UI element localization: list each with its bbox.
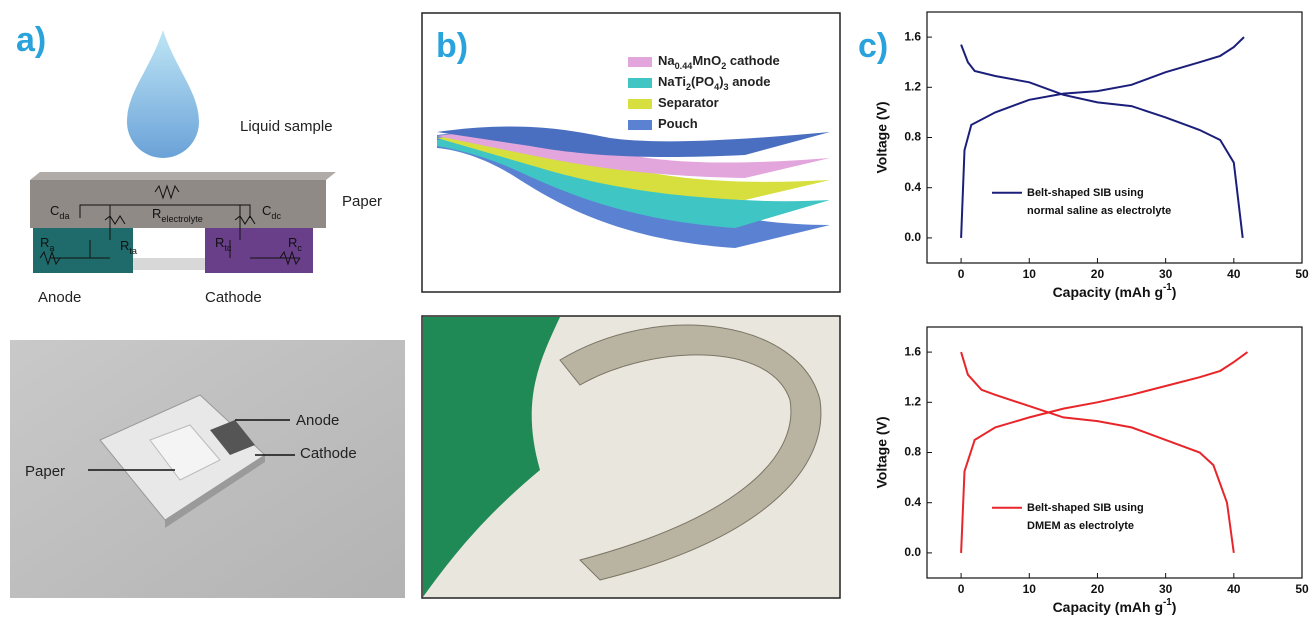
text-part: c <box>297 243 302 253</box>
panel-a-photo <box>10 340 405 598</box>
y-tick-label: 0.4 <box>904 495 921 509</box>
panel-label: b) <box>436 27 468 65</box>
y-axis-label: Voltage (V) <box>874 101 890 173</box>
text-part: R <box>40 235 49 250</box>
panel-label: a) <box>16 21 46 59</box>
text-part: (PO <box>691 74 714 89</box>
panel-label: c) <box>858 27 888 65</box>
text-part: R <box>215 235 224 250</box>
text-part: R <box>288 235 297 250</box>
cathode-label: Cathode <box>205 289 262 306</box>
y-tick-label: 1.2 <box>904 394 921 408</box>
text-part: MnO <box>692 53 721 68</box>
legend-swatch <box>628 78 652 88</box>
text-part: cathode <box>726 53 779 68</box>
paper-label: Paper <box>342 193 382 210</box>
text-part: tc <box>224 243 232 253</box>
photo-cathode-label: Cathode <box>300 445 357 462</box>
x-tick-label: 0 <box>958 582 965 596</box>
y-tick-label: 0.0 <box>904 545 921 559</box>
text-part: electrolyte <box>161 214 202 224</box>
x-tick-label: 30 <box>1159 582 1173 596</box>
text-part: R <box>120 238 129 253</box>
x-tick-label: 40 <box>1227 582 1241 596</box>
photo-paper-label: Paper <box>25 463 65 480</box>
text-part: Capacity (mAh g <box>1053 284 1163 300</box>
text-part: ) <box>1172 284 1177 300</box>
text-part: 0.44 <box>675 61 694 71</box>
paper-top <box>30 172 336 180</box>
text-part: Na <box>658 53 675 68</box>
text-part: ) <box>1172 599 1177 615</box>
x-tick-label: 20 <box>1091 582 1105 596</box>
anode-label: Anode <box>38 289 81 306</box>
text-part: C <box>262 203 271 218</box>
text-part: Separator <box>658 95 719 110</box>
y-axis-label: Voltage (V) <box>874 416 890 488</box>
x-tick-label: 50 <box>1295 582 1309 596</box>
x-tick-label: 10 <box>1023 582 1037 596</box>
y-tick-label: 1.6 <box>904 344 921 358</box>
x-tick-label: 0 <box>958 267 965 281</box>
text-part: da <box>59 211 70 221</box>
x-tick-label: 10 <box>1023 267 1037 281</box>
plot-frame <box>927 12 1302 263</box>
y-tick-label: 0.8 <box>904 130 921 144</box>
legend-label: Separator <box>658 95 719 110</box>
legend-box: Belt-shaped SIB using DMEM as electrolyt… <box>1027 499 1177 539</box>
droplet <box>127 30 199 158</box>
x-tick-label: 40 <box>1227 267 1241 281</box>
legend-label: Belt-shaped SIB using normal saline as e… <box>1027 184 1177 220</box>
x-tick-label: 20 <box>1091 267 1105 281</box>
x-tick-label: 30 <box>1159 267 1173 281</box>
text-part: dc <box>271 211 281 221</box>
legend-box: Belt-shaped SIB using normal saline as e… <box>1027 184 1177 224</box>
gap <box>133 258 205 270</box>
legend-swatch <box>628 120 652 130</box>
legend-label: Belt-shaped SIB using DMEM as electrolyt… <box>1027 499 1177 535</box>
x-tick-label: 50 <box>1295 267 1309 281</box>
text-part: ta <box>129 246 138 256</box>
figure: a) b) c) Liquid sample Paper Anode Cathode Cda R… <box>0 0 1316 619</box>
plot-frame <box>927 327 1302 578</box>
y-tick-label: 1.6 <box>904 29 921 43</box>
text-part: Capacity (mAh g <box>1053 599 1163 615</box>
legend-swatch <box>628 57 652 67</box>
text-part: R <box>152 206 161 221</box>
sample-label: Liquid sample <box>240 118 333 135</box>
text-part: C <box>50 203 59 218</box>
legend-swatch <box>628 99 652 109</box>
x-axis-label: Capacity (mAh g-1) <box>1053 282 1177 300</box>
y-tick-label: 0.0 <box>904 230 921 244</box>
photo-anode-label: Anode <box>296 412 339 429</box>
legend-label: Pouch <box>658 116 698 131</box>
y-tick-label: 1.2 <box>904 79 921 93</box>
text-part: anode <box>729 74 771 89</box>
y-tick-label: 0.4 <box>904 180 921 194</box>
y-tick-label: 0.8 <box>904 445 921 459</box>
x-axis-label: Capacity (mAh g-1) <box>1053 597 1177 615</box>
text-part: Pouch <box>658 116 698 131</box>
text-part: NaTi <box>658 74 686 89</box>
